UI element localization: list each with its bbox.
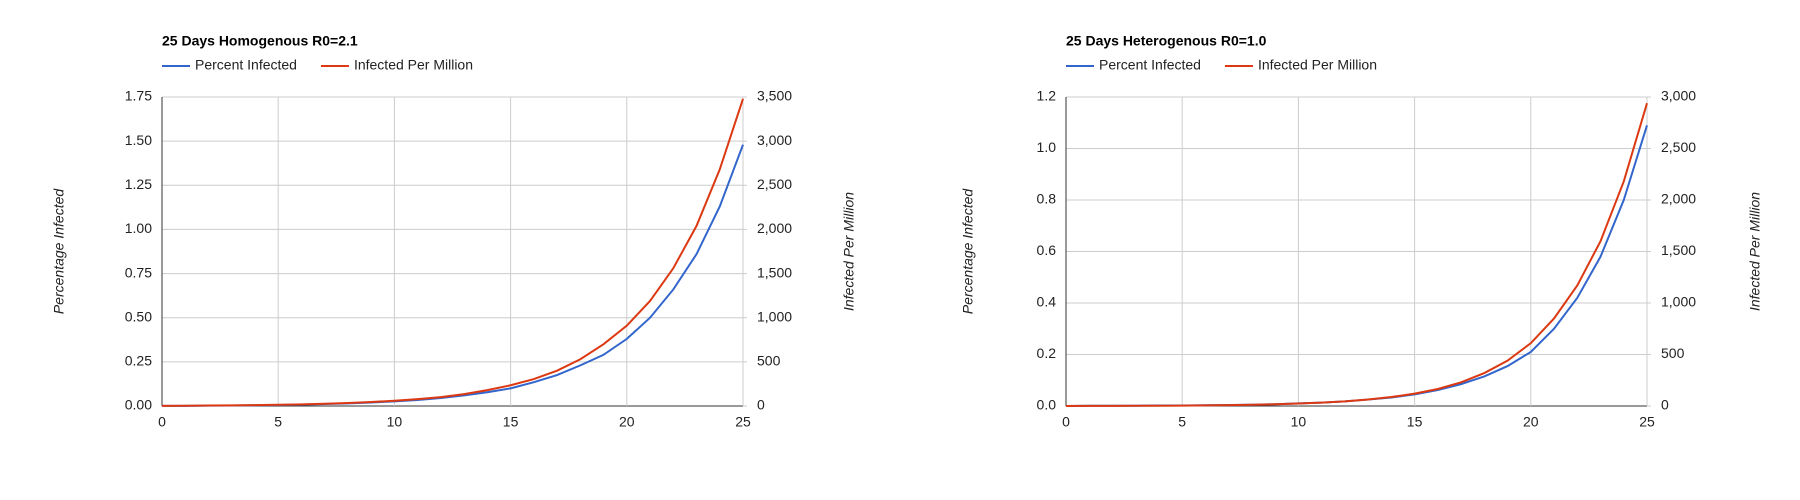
x-tick-label: 5: [274, 414, 282, 430]
legend-label: Percent Infected: [195, 57, 297, 73]
y2-tick-label: 0: [757, 397, 765, 413]
y2-tick-label: 3,500: [757, 88, 792, 104]
y-tick-label: 0.00: [125, 397, 152, 413]
y-axis-title: Percentage Infected: [960, 188, 976, 315]
y2-tick-label: 2,000: [757, 220, 792, 236]
x-tick-label: 20: [619, 414, 635, 430]
x-tick-label: 10: [1291, 414, 1307, 430]
y-tick-label: 1.25: [125, 176, 152, 192]
legend-label: Infected Per Million: [1258, 57, 1377, 73]
y-tick-label: 0.8: [1037, 191, 1057, 207]
x-tick-label: 10: [387, 414, 403, 430]
y-tick-label: 1.00: [125, 220, 152, 236]
series-line: [1065, 125, 1648, 407]
y-tick-label: 1.0: [1037, 139, 1057, 155]
legend-label: Infected Per Million: [354, 57, 473, 73]
y2-tick-label: 3,000: [1661, 88, 1696, 104]
y-tick-label: 1.75: [125, 88, 152, 104]
y2-tick-label: 1,000: [1661, 294, 1696, 310]
y-tick-label: 0.2: [1037, 345, 1057, 361]
y-tick-label: 1.2: [1037, 88, 1057, 104]
y-tick-label: 0.75: [125, 264, 152, 280]
y2-tick-label: 1,500: [757, 264, 792, 280]
y-axis-title: Percentage Infected: [51, 188, 67, 315]
x-tick-label: 0: [1062, 414, 1070, 430]
y2-tick-label: 1,000: [757, 308, 792, 324]
y-tick-label: 0.4: [1037, 294, 1057, 310]
y2-axis-title: Infected Per Million: [841, 192, 857, 311]
series-line: [161, 98, 744, 407]
x-tick-label: 15: [1407, 414, 1423, 430]
y2-tick-label: 2,500: [1661, 139, 1696, 155]
x-tick-label: 25: [1639, 414, 1655, 430]
y-tick-label: 0.50: [125, 308, 152, 324]
y2-tick-label: 500: [757, 353, 781, 369]
y2-tick-label: 1,500: [1661, 242, 1696, 258]
y-tick-label: 0.25: [125, 353, 152, 369]
y2-tick-label: 3,000: [757, 132, 792, 148]
y2-tick-label: 500: [1661, 345, 1685, 361]
x-tick-label: 20: [1523, 414, 1539, 430]
chart-title: 25 Days Heterogenous R0=1.0: [1066, 33, 1267, 49]
y2-axis-title: Infected Per Million: [1747, 192, 1763, 311]
y-tick-label: 1.50: [125, 132, 152, 148]
y2-tick-label: 2,500: [757, 176, 792, 192]
legend-label: Percent Infected: [1099, 57, 1201, 73]
chart-title: 25 Days Homogenous R0=2.1: [162, 33, 358, 49]
y-tick-label: 0.6: [1037, 242, 1057, 258]
y-tick-label: 0.0: [1037, 397, 1057, 413]
y2-tick-label: 2,000: [1661, 191, 1696, 207]
x-tick-label: 15: [503, 414, 519, 430]
y2-tick-label: 0: [1661, 397, 1669, 413]
x-tick-label: 0: [158, 414, 166, 430]
x-tick-label: 5: [1178, 414, 1186, 430]
x-tick-label: 25: [735, 414, 751, 430]
series-line: [162, 144, 744, 407]
series-line: [1065, 102, 1648, 407]
